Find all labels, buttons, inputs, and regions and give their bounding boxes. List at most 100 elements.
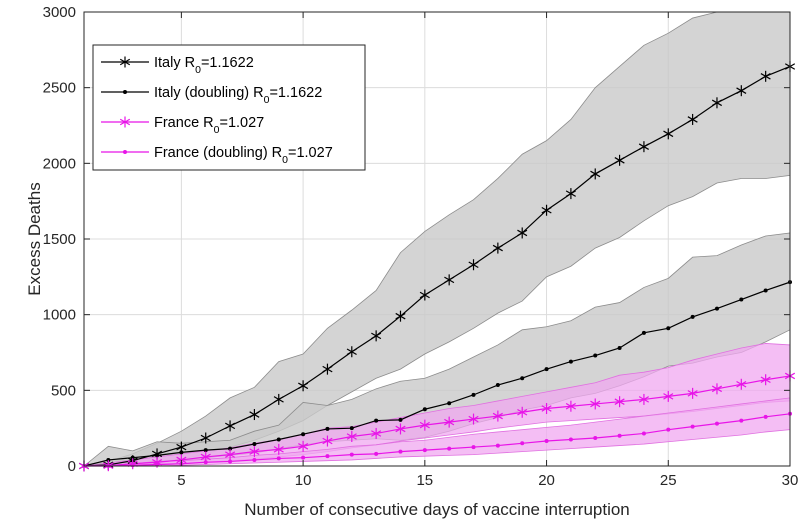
data-point xyxy=(298,440,309,452)
data-point xyxy=(638,393,649,405)
data-point xyxy=(371,330,382,342)
data-point xyxy=(565,188,576,200)
data-point xyxy=(468,259,479,271)
data-point xyxy=(517,406,528,418)
x-axis-label: Number of consecutive days of vaccine in… xyxy=(244,500,630,519)
data-point xyxy=(325,426,330,431)
data-point xyxy=(739,418,744,423)
data-point xyxy=(395,310,406,322)
series-line-2 xyxy=(83,375,791,467)
data-point xyxy=(444,416,455,428)
data-point xyxy=(520,441,525,446)
data-point xyxy=(252,457,257,462)
marker-stroke xyxy=(200,453,211,461)
legend-item-1: Italy (doubling) R0=1.1622 xyxy=(101,85,322,106)
marker-stroke xyxy=(736,87,747,94)
legend-marker xyxy=(119,56,131,68)
x-tick-label: 10 xyxy=(295,472,312,489)
data-point xyxy=(468,413,479,425)
marker-stroke xyxy=(395,312,406,320)
legend-label-main: Italy (doubling) R xyxy=(154,85,264,101)
marker-stroke xyxy=(711,385,723,393)
x-tick-label: 15 xyxy=(416,472,433,489)
x-tick-labels: 5 10 15 20 25 30 xyxy=(177,472,798,489)
data-point xyxy=(736,85,747,97)
legend-label-subscript: 0 xyxy=(282,154,288,166)
data-point xyxy=(739,297,744,302)
data-point xyxy=(590,168,601,180)
marker-stroke xyxy=(517,409,528,416)
marker-stroke xyxy=(760,376,771,384)
data-point xyxy=(179,450,184,455)
x-tick-label: 30 xyxy=(782,472,799,489)
data-point xyxy=(641,330,646,335)
data-point xyxy=(568,359,573,364)
marker-stroke xyxy=(444,276,455,284)
legend-label-main: Italy R xyxy=(154,55,195,71)
data-point xyxy=(517,227,528,239)
data-point xyxy=(663,390,674,402)
data-point xyxy=(690,424,695,429)
data-point xyxy=(763,288,768,293)
data-point xyxy=(130,463,135,468)
data-point xyxy=(541,204,552,216)
data-point xyxy=(346,346,357,358)
marker-stroke xyxy=(371,430,382,437)
marker-stroke xyxy=(492,412,503,420)
data-point xyxy=(666,427,671,432)
data-point xyxy=(690,314,695,319)
data-point xyxy=(398,417,403,422)
legend-item-2: France R0=1.027 xyxy=(101,115,264,136)
marker-stroke xyxy=(614,398,625,405)
marker-stroke xyxy=(736,381,747,388)
data-point xyxy=(593,353,598,358)
data-point xyxy=(447,446,452,451)
series-line-1 xyxy=(83,281,791,467)
marker-stroke xyxy=(322,365,333,373)
y-tick-label: 3000 xyxy=(43,4,76,21)
data-point xyxy=(492,410,503,422)
data-point xyxy=(593,436,598,441)
data-point xyxy=(760,70,771,82)
x-tick-label: 25 xyxy=(660,472,677,489)
data-point xyxy=(273,393,284,405)
legend-label-tail: =1.027 xyxy=(288,145,333,161)
legend-marker xyxy=(119,116,131,128)
marker-stroke xyxy=(371,332,382,340)
data-point xyxy=(711,383,723,395)
marker-stroke xyxy=(395,425,406,433)
data-point xyxy=(614,154,625,166)
legend-box xyxy=(92,44,366,171)
marker-stroke xyxy=(492,244,503,252)
y-tick-label: 0 xyxy=(68,458,76,475)
data-point xyxy=(422,448,427,453)
data-point xyxy=(203,460,208,465)
data-point xyxy=(422,407,427,412)
marker-stroke xyxy=(687,116,698,123)
y-tick-label: 1000 xyxy=(43,307,76,324)
y-tick-label: 2000 xyxy=(43,155,76,172)
data-point xyxy=(666,326,671,331)
marker-stroke xyxy=(249,411,260,418)
marker-stroke xyxy=(638,396,649,403)
series-markers xyxy=(78,60,796,472)
data-point xyxy=(130,455,135,460)
data-point xyxy=(225,449,236,461)
marker-stroke xyxy=(322,437,333,445)
marker-stroke xyxy=(687,390,698,397)
marker-stroke xyxy=(517,229,528,237)
data-point xyxy=(276,456,281,461)
legend-label: Italy (doubling) R0=1.1622 xyxy=(154,85,322,106)
marker-stroke xyxy=(298,443,309,450)
data-point xyxy=(520,376,525,381)
data-point xyxy=(714,306,719,311)
data-point xyxy=(544,367,549,372)
data-point xyxy=(565,400,576,412)
marker-stroke xyxy=(663,393,674,400)
legend: Italy R0=1.1622 Italy (doubling) R0=1.162… xyxy=(92,44,366,171)
legend-label: Italy R0=1.1622 xyxy=(154,55,254,76)
data-point xyxy=(276,437,281,442)
data-point xyxy=(617,433,622,438)
legend-label-subscript: 0 xyxy=(264,94,270,106)
marker-stroke xyxy=(711,99,723,107)
